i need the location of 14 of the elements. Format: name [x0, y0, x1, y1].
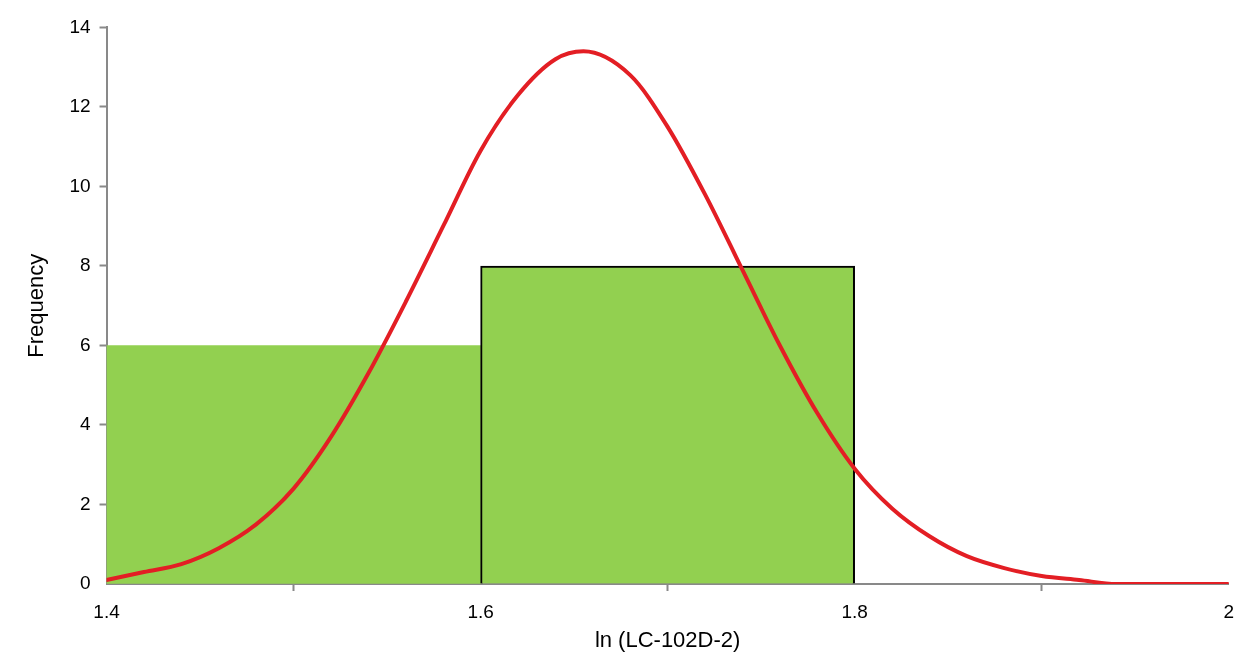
x-tick-label: 1.6: [467, 600, 494, 622]
x-tick-label: 1.4: [93, 600, 121, 622]
x-axis-title: ln (LC-102D-2): [594, 626, 741, 652]
x-tick-label: 2: [1223, 600, 1235, 622]
y-tick-label: 6: [79, 333, 91, 355]
y-tick-label: 2: [79, 492, 91, 514]
y-tick-label: 8: [79, 254, 91, 276]
y-tick-label: 12: [69, 95, 91, 117]
y-axis-title: Frequency: [23, 253, 49, 358]
y-tick-label: 14: [69, 15, 91, 37]
y-tick-label: 4: [79, 413, 91, 435]
y-tick-label: 10: [69, 174, 91, 196]
x-tick-label: 1.8: [841, 600, 868, 622]
y-tick-label: 0: [79, 572, 91, 594]
